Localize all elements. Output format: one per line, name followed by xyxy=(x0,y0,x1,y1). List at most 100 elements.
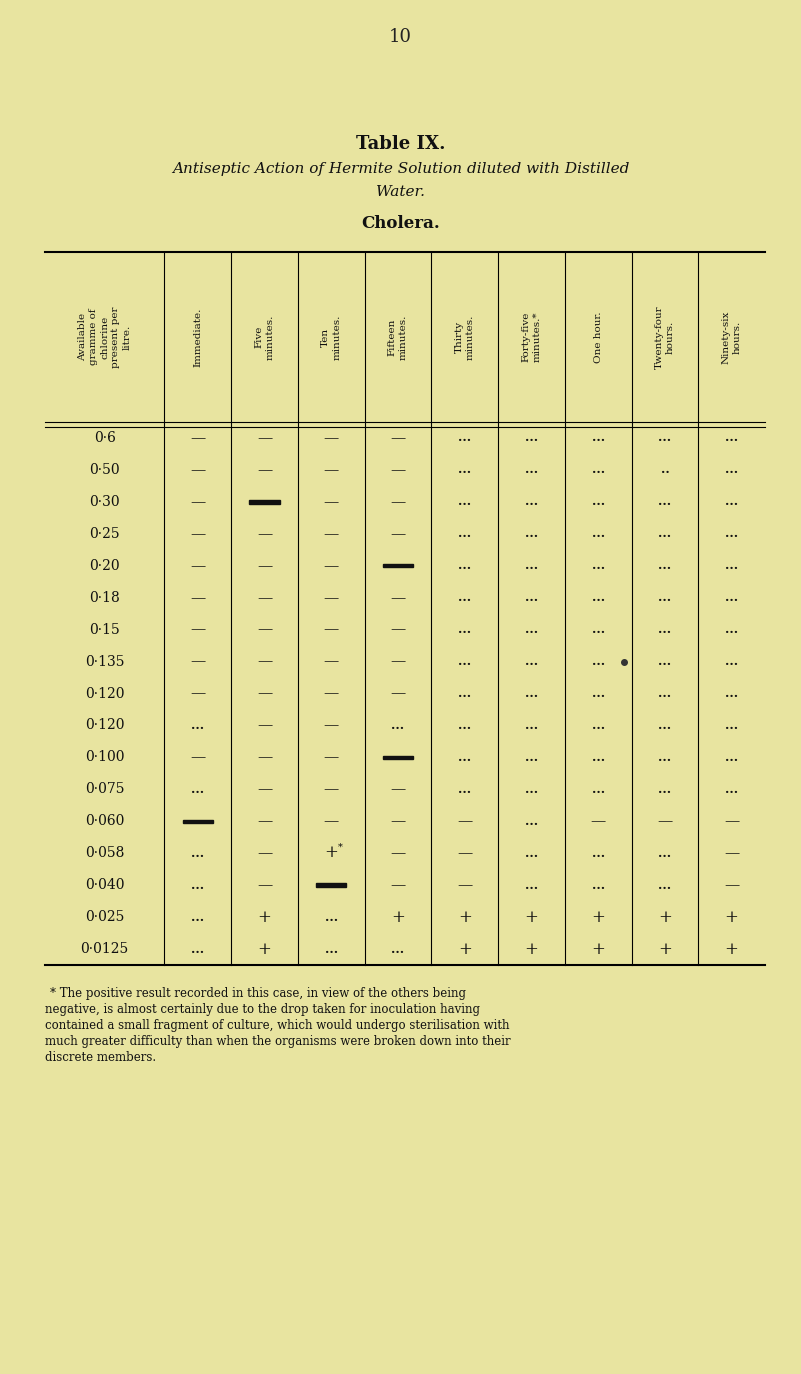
Text: ...: ... xyxy=(458,624,471,636)
Text: +: + xyxy=(591,908,605,926)
Text: 0·040: 0·040 xyxy=(85,878,124,892)
Text: ...: ... xyxy=(658,591,671,605)
Text: ...: ... xyxy=(525,655,538,668)
Text: Water.: Water. xyxy=(376,185,425,199)
Text: —: — xyxy=(324,654,339,669)
Text: —: — xyxy=(390,495,405,508)
Text: +: + xyxy=(457,908,472,926)
Text: Five
minutes.: Five minutes. xyxy=(255,315,275,360)
Text: +: + xyxy=(457,941,472,958)
Text: ...: ... xyxy=(658,559,671,572)
Text: 0·6: 0·6 xyxy=(94,431,115,445)
Text: ...: ... xyxy=(725,463,739,477)
Text: ...: ... xyxy=(725,431,739,444)
Text: —: — xyxy=(257,878,272,892)
Text: ...: ... xyxy=(525,750,538,764)
Text: —: — xyxy=(257,750,272,764)
Text: +: + xyxy=(658,908,672,926)
Text: ...: ... xyxy=(658,496,671,508)
Text: ...: ... xyxy=(658,687,671,699)
Text: ...: ... xyxy=(592,591,605,605)
Text: —: — xyxy=(324,719,339,732)
Text: ...: ... xyxy=(458,463,471,477)
Text: 0·0125: 0·0125 xyxy=(81,943,129,956)
Text: ...: ... xyxy=(725,783,739,796)
Text: —: — xyxy=(257,463,272,477)
Text: ...: ... xyxy=(725,591,739,605)
Text: —: — xyxy=(257,719,272,732)
Text: Immediate.: Immediate. xyxy=(193,308,203,367)
Text: —: — xyxy=(724,878,739,892)
Text: +: + xyxy=(725,908,739,926)
Text: ...: ... xyxy=(592,846,605,860)
Text: 0·075: 0·075 xyxy=(85,782,124,797)
Text: —: — xyxy=(190,750,205,764)
Text: 0·120: 0·120 xyxy=(85,719,124,732)
Text: ...: ... xyxy=(592,783,605,796)
Text: —: — xyxy=(257,622,272,636)
Text: ...: ... xyxy=(592,496,605,508)
Text: ...: ... xyxy=(592,655,605,668)
Text: 0·060: 0·060 xyxy=(85,815,124,829)
Text: ...: ... xyxy=(592,624,605,636)
Text: ...: ... xyxy=(458,655,471,668)
Text: +: + xyxy=(525,908,538,926)
Text: —: — xyxy=(190,559,205,573)
Text: ...: ... xyxy=(725,528,739,540)
Text: —: — xyxy=(724,846,739,860)
Bar xyxy=(249,500,280,504)
Text: —: — xyxy=(324,687,339,701)
Text: ...: ... xyxy=(392,943,405,955)
Text: ...: ... xyxy=(458,687,471,699)
Text: negative, is almost certainly due to the drop taken for inoculation having: negative, is almost certainly due to the… xyxy=(45,1003,480,1015)
Text: * The positive result recorded in this case, in view of the others being: * The positive result recorded in this c… xyxy=(50,987,466,1000)
Text: ...: ... xyxy=(458,783,471,796)
Bar xyxy=(183,819,213,823)
Text: ...: ... xyxy=(191,878,204,892)
Text: 0·120: 0·120 xyxy=(85,687,124,701)
Text: ...: ... xyxy=(658,846,671,860)
Text: —: — xyxy=(190,687,205,701)
Text: 0·15: 0·15 xyxy=(90,622,120,636)
Text: ...: ... xyxy=(658,783,671,796)
Text: 0·058: 0·058 xyxy=(85,846,124,860)
Text: Antiseptic Action of Hermite Solution diluted with Distilled: Antiseptic Action of Hermite Solution di… xyxy=(171,162,630,176)
Text: ...: ... xyxy=(191,943,204,955)
Text: 0·20: 0·20 xyxy=(90,559,120,573)
Text: —: — xyxy=(324,526,339,541)
Text: ...: ... xyxy=(525,624,538,636)
Text: —: — xyxy=(190,431,205,445)
Text: —: — xyxy=(324,559,339,573)
Text: ...: ... xyxy=(725,559,739,572)
Text: ...: ... xyxy=(658,431,671,444)
Text: 0·100: 0·100 xyxy=(85,750,124,764)
Text: —: — xyxy=(190,526,205,541)
Text: 0·18: 0·18 xyxy=(90,591,120,605)
Text: —: — xyxy=(257,846,272,860)
Text: —: — xyxy=(324,815,339,829)
Text: —: — xyxy=(390,622,405,636)
Text: ...: ... xyxy=(525,559,538,572)
Text: ...: ... xyxy=(458,750,471,764)
Text: Cholera.: Cholera. xyxy=(361,214,440,232)
Text: Ninety-six
hours.: Ninety-six hours. xyxy=(722,311,742,364)
Text: ...: ... xyxy=(525,591,538,605)
Text: 0·135: 0·135 xyxy=(85,654,124,669)
Text: —: — xyxy=(257,591,272,605)
Text: —: — xyxy=(390,815,405,829)
Bar xyxy=(383,563,413,567)
Text: ...: ... xyxy=(592,463,605,477)
Text: ...: ... xyxy=(525,815,538,827)
Text: One hour.: One hour. xyxy=(594,312,602,363)
Text: —: — xyxy=(257,782,272,797)
Text: —: — xyxy=(457,846,473,860)
Text: —: — xyxy=(190,463,205,477)
Text: ...: ... xyxy=(725,750,739,764)
Text: —: — xyxy=(390,431,405,445)
Text: —: — xyxy=(590,815,606,829)
Text: —: — xyxy=(324,782,339,797)
Text: ...: ... xyxy=(525,528,538,540)
Text: —: — xyxy=(324,463,339,477)
Text: ...: ... xyxy=(658,655,671,668)
Text: +: + xyxy=(725,941,739,958)
